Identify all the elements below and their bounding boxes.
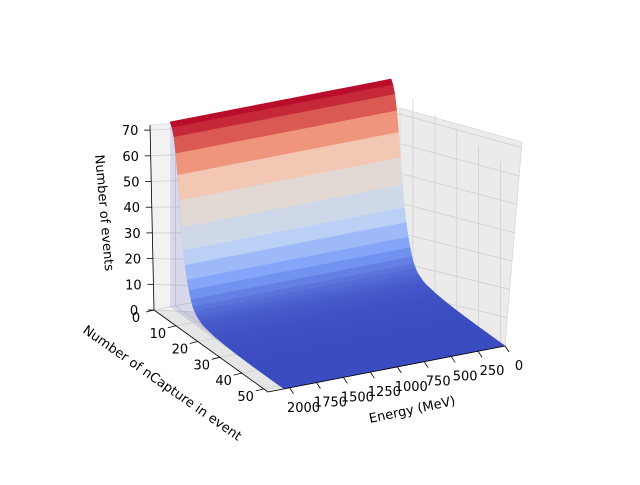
- x-tick-mark: [424, 362, 428, 368]
- z-tick-label: 40: [124, 201, 141, 216]
- x-tick-mark: [478, 351, 482, 357]
- y-tick-mark: [234, 373, 242, 375]
- y-tick-label: 30: [193, 358, 210, 373]
- z-tick-label: 10: [125, 278, 142, 293]
- z-tick-label: 50: [123, 176, 140, 191]
- y-tick-mark: [256, 389, 264, 391]
- z-axis-label: Number of events: [91, 154, 116, 272]
- y-tick-label: 20: [172, 343, 189, 358]
- z-tick-label: 30: [124, 227, 141, 242]
- y-tick-label: 0: [132, 311, 140, 326]
- y-tick-mark: [190, 342, 198, 344]
- x-tick-mark: [397, 367, 401, 373]
- y-tick-mark: [212, 357, 220, 359]
- x-tick-label: 750: [426, 375, 451, 390]
- x-tick-mark: [316, 383, 320, 389]
- x-tick-label: 500: [453, 369, 478, 384]
- y-tick-label: 50: [237, 390, 254, 405]
- z-tick-label: 70: [122, 124, 139, 139]
- y-tick-label: 10: [150, 327, 167, 342]
- y-tick-mark: [168, 326, 176, 328]
- z-tick-label: 20: [125, 253, 142, 268]
- x-tick-mark: [505, 346, 509, 352]
- y-tick-label: 40: [215, 374, 232, 389]
- x-tick-mark: [370, 372, 374, 378]
- x-tick-label: 250: [480, 364, 505, 379]
- x-tick-mark: [451, 356, 455, 362]
- z-tick-label: 60: [122, 150, 139, 165]
- x-tick-label: 0: [515, 359, 523, 374]
- x-tick-mark: [290, 388, 294, 394]
- x-tick-mark: [343, 377, 347, 383]
- x-tick-label: 1000: [395, 380, 428, 395]
